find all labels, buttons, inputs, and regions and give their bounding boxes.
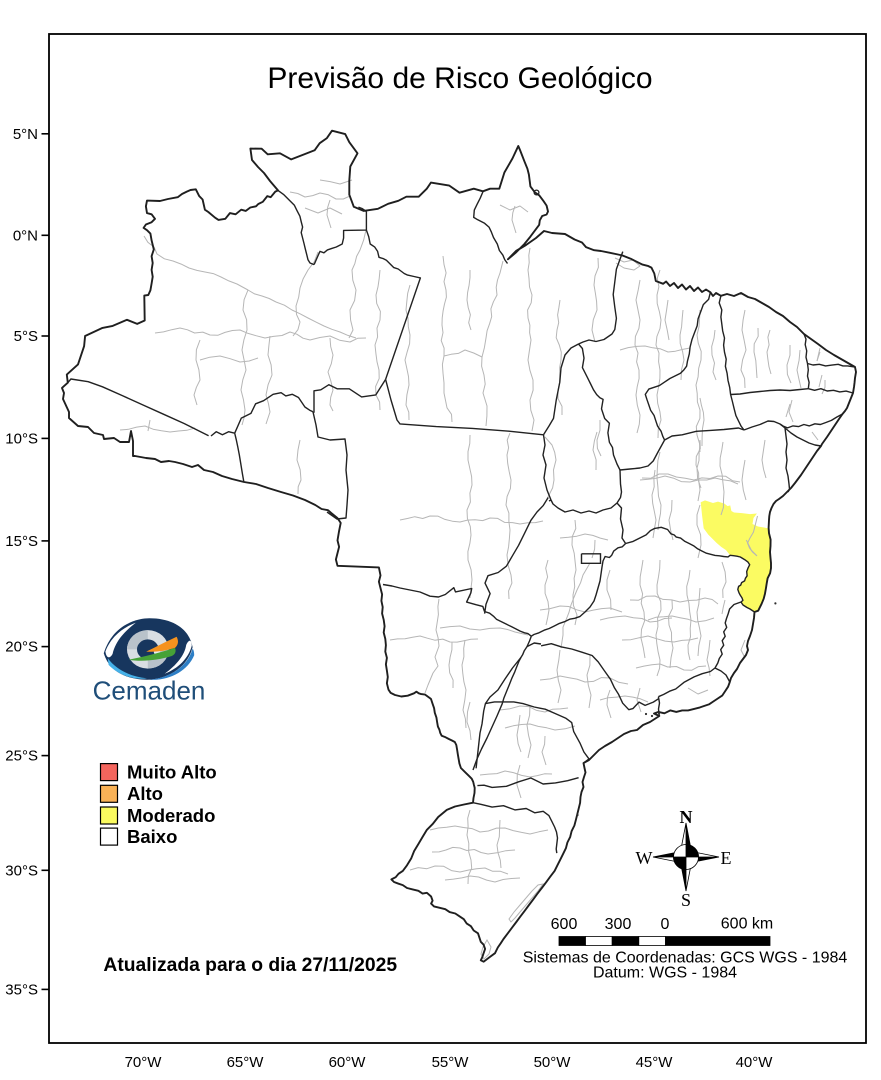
svg-text:S: S	[681, 890, 691, 910]
svg-text:60°W: 60°W	[329, 1054, 367, 1071]
svg-text:Previsão de Risco Geológico: Previsão de Risco Geológico	[267, 62, 652, 95]
svg-text:25°S: 25°S	[5, 748, 38, 765]
svg-text:5°S: 5°S	[14, 328, 38, 345]
svg-text:Baixo: Baixo	[127, 826, 177, 847]
svg-text:0°N: 0°N	[13, 227, 38, 244]
svg-text:55°W: 55°W	[432, 1054, 470, 1071]
svg-text:10°S: 10°S	[5, 430, 38, 447]
svg-text:5°N: 5°N	[13, 126, 38, 143]
svg-text:15°S: 15°S	[5, 533, 38, 550]
svg-text:40°W: 40°W	[736, 1054, 774, 1071]
svg-text:50°W: 50°W	[534, 1054, 572, 1071]
svg-text:Alto: Alto	[127, 783, 163, 804]
svg-text:Muito Alto: Muito Alto	[127, 761, 217, 782]
svg-text:E: E	[721, 848, 732, 868]
svg-text:20°S: 20°S	[5, 639, 38, 656]
svg-text:Atualizada para o dia 27/11/20: Atualizada para o dia 27/11/2025	[103, 955, 397, 976]
svg-text:300: 300	[605, 916, 632, 933]
svg-text:65°W: 65°W	[227, 1054, 265, 1071]
svg-text:45°W: 45°W	[636, 1054, 674, 1071]
svg-text:600 km: 600 km	[721, 916, 773, 933]
svg-text:30°S: 30°S	[5, 862, 38, 879]
svg-text:70°W: 70°W	[125, 1054, 163, 1071]
svg-text:0: 0	[661, 916, 670, 933]
svg-text:Moderado: Moderado	[127, 805, 215, 826]
svg-text:N: N	[680, 807, 693, 827]
svg-text:Cemaden: Cemaden	[93, 676, 206, 706]
svg-text:600: 600	[551, 916, 578, 933]
svg-text:Datum: WGS - 1984: Datum: WGS - 1984	[593, 965, 737, 982]
svg-text:35°S: 35°S	[5, 981, 38, 998]
svg-text:W: W	[636, 848, 653, 868]
svg-text:Sistemas de Coordenadas: GCS W: Sistemas de Coordenadas: GCS WGS - 1984	[523, 950, 848, 967]
